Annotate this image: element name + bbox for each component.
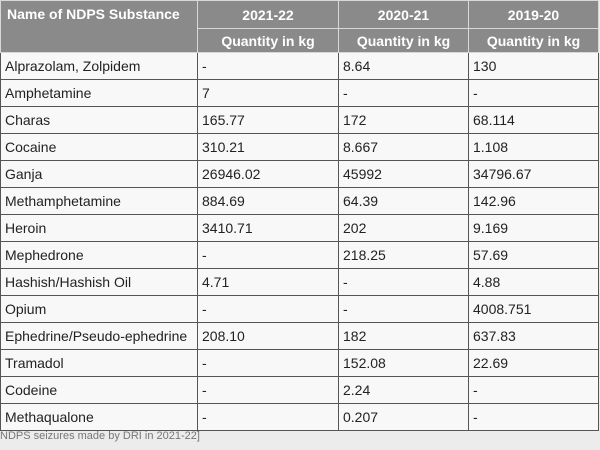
table-row: Hashish/Hashish Oil 4.71-4.88 <box>0 268 599 296</box>
table-cell: 57.69 <box>468 241 599 269</box>
table-cell: 4.88 <box>468 268 599 296</box>
header-cell: 2020-21 <box>338 0 469 29</box>
header-row: Quantity in kg Quantity in kg Quantity in … <box>1 28 599 53</box>
table-cell: Methaqualone <box>0 403 198 431</box>
table-cell: Tramadol <box>0 349 198 377</box>
table-row: Ganja 26946.02 45992 34796.67 <box>0 160 599 188</box>
table-cell: Cocaine <box>0 133 198 161</box>
table-cell: Ephedrine/Pseudo-ephedrine <box>0 322 198 350</box>
header-cell: Quantity in kg <box>338 28 469 53</box>
table-cell: 68.114 <box>468 106 599 134</box>
table-row: Charas 165.77 172 68.114 <box>0 106 599 134</box>
table-cell: - <box>197 376 339 404</box>
table-row: Codeine -2.24- <box>0 376 599 404</box>
table-cell: 34796.67 <box>468 160 599 188</box>
table-header: Name of NDPS Substance 2021-22 2020-21 201… <box>0 0 599 53</box>
table-cell: Methamphetamine <box>0 187 198 215</box>
table-cell: - <box>197 295 339 323</box>
table-cell: Heroin <box>0 214 198 242</box>
table-cell: - <box>338 79 469 107</box>
table-cell: - <box>468 79 599 107</box>
table-cell: Mephedrone <box>0 241 198 269</box>
table-cell: 8.667 <box>338 133 469 161</box>
table-cell: 3410.71 <box>197 214 339 242</box>
table-cell: Hashish/Hashish Oil <box>0 268 198 296</box>
table-cell: Ganja <box>0 160 198 188</box>
header-cell: Quantity in kg <box>468 28 599 53</box>
table-row: Cocaine 310.21 8.667 1.108 <box>0 133 599 161</box>
table-cell: 310.21 <box>197 133 339 161</box>
table-row: Tramadol -152.08 22.69 <box>0 349 599 377</box>
table-cell: 22.69 <box>468 349 599 377</box>
table-cell: - <box>197 403 339 431</box>
table-row: Heroin 3410.71 202 9.169 <box>0 214 599 242</box>
table-cell: - <box>468 376 599 404</box>
table-cell: 172 <box>338 106 469 134</box>
table-row: Methaqualone -0.207- <box>0 403 599 431</box>
table-cell: - <box>338 295 469 323</box>
table-cell: 218.25 <box>338 241 469 269</box>
table-cell: 8.64 <box>338 52 469 80</box>
table-cell: 7 <box>197 79 339 107</box>
table-cell: 884.69 <box>197 187 339 215</box>
table-cell: Amphetamine <box>0 79 198 107</box>
table-cell: 26946.02 <box>197 160 339 188</box>
table-cell: 0.207 <box>338 403 469 431</box>
table-cell: 637.83 <box>468 322 599 350</box>
table-row: Opium - -4008.751 <box>0 295 599 323</box>
header-cell: 2019-20 <box>468 0 599 29</box>
table-cell: 4008.751 <box>468 295 599 323</box>
table-body: Alprazolam, Zolpidem -8.64 130 Amphetamine 7… <box>0 52 599 431</box>
seizure-table: Name of NDPS Substance 2021-22 2020-21 201… <box>0 0 599 431</box>
table-cell: 45992 <box>338 160 469 188</box>
table-cell: 130 <box>468 52 599 80</box>
table-cell: 2.24 <box>338 376 469 404</box>
table-cell: - <box>338 268 469 296</box>
table-cell: 9.169 <box>468 214 599 242</box>
table-row: Ephedrine/Pseudo-ephedrine 208.10 182 637.8… <box>0 322 599 350</box>
table-cell: - <box>197 52 339 80</box>
table-cell: 64.39 <box>338 187 469 215</box>
table-cell: Opium <box>0 295 198 323</box>
table-row: Methamphetamine 884.69 64.39 142.96 <box>0 187 599 215</box>
table-cell: 202 <box>338 214 469 242</box>
table-row: Mephedrone -218.25 57.69 <box>0 241 599 269</box>
table-cell: 4.71 <box>197 268 339 296</box>
table-cell: - <box>197 349 339 377</box>
table-cell: 182 <box>338 322 469 350</box>
header-row: Name of NDPS Substance 2021-22 2020-21 201… <box>0 0 599 53</box>
table-cell: 208.10 <box>197 322 339 350</box>
table-cell: 1.108 <box>468 133 599 161</box>
table-cell: - <box>468 403 599 431</box>
header-cell: Name of NDPS Substance <box>0 0 198 53</box>
table-cell: 152.08 <box>338 349 469 377</box>
table-row: Alprazolam, Zolpidem -8.64 130 <box>0 52 599 80</box>
table-cell: Charas <box>0 106 198 134</box>
table-cell: Codeine <box>0 376 198 404</box>
table-cell: Alprazolam, Zolpidem <box>0 52 198 80</box>
header-cell: Quantity in kg <box>197 28 339 53</box>
table-cell: 165.77 <box>197 106 339 134</box>
header-cell: 2021-22 <box>197 0 339 29</box>
table-row: Amphetamine 7- - <box>0 79 599 107</box>
table-cell: 142.96 <box>468 187 599 215</box>
table-cell: - <box>197 241 339 269</box>
caption: NDPS seizures made by DRI in 2021-22] <box>0 430 200 442</box>
